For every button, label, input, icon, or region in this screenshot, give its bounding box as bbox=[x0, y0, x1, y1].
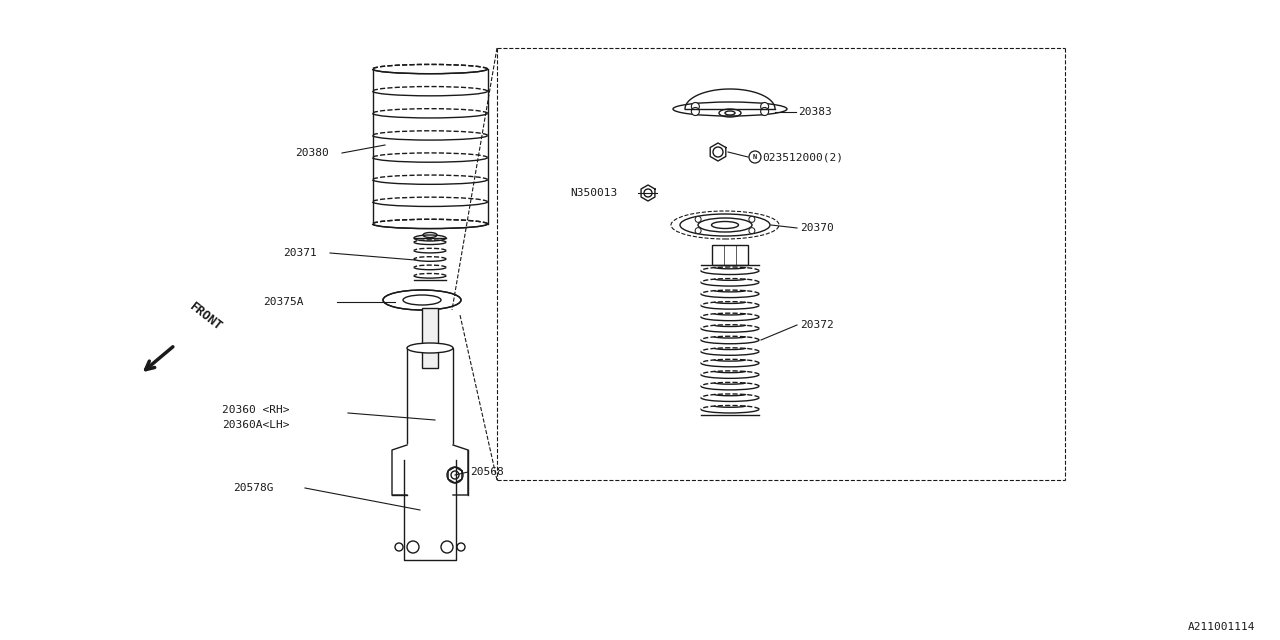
Text: 023512000(2): 023512000(2) bbox=[762, 152, 844, 162]
Text: 20371: 20371 bbox=[283, 248, 316, 258]
Ellipse shape bbox=[383, 290, 461, 310]
Text: FRONT: FRONT bbox=[187, 300, 224, 333]
Circle shape bbox=[749, 216, 755, 222]
Circle shape bbox=[691, 108, 699, 115]
Text: N: N bbox=[753, 154, 758, 160]
Bar bbox=[422, 348, 438, 368]
Text: 20375A: 20375A bbox=[262, 297, 303, 307]
Circle shape bbox=[695, 216, 701, 222]
Ellipse shape bbox=[407, 460, 453, 470]
Polygon shape bbox=[392, 445, 468, 495]
Text: 20568: 20568 bbox=[470, 467, 504, 477]
Ellipse shape bbox=[407, 343, 453, 353]
Ellipse shape bbox=[680, 214, 771, 236]
Text: N350013: N350013 bbox=[570, 188, 617, 198]
Text: 20372: 20372 bbox=[800, 320, 833, 330]
Text: 20360 <RH>: 20360 <RH> bbox=[221, 405, 289, 415]
Text: A211001114: A211001114 bbox=[1188, 622, 1254, 632]
Circle shape bbox=[760, 102, 769, 111]
Text: 20383: 20383 bbox=[797, 107, 832, 117]
Text: 20370: 20370 bbox=[800, 223, 833, 233]
Text: 20380: 20380 bbox=[294, 148, 329, 158]
Ellipse shape bbox=[403, 295, 442, 305]
Circle shape bbox=[695, 228, 701, 234]
Circle shape bbox=[691, 102, 699, 111]
Text: 20360A<LH>: 20360A<LH> bbox=[221, 420, 289, 430]
Bar bbox=[712, 245, 748, 265]
Circle shape bbox=[749, 228, 755, 234]
Bar bbox=[422, 308, 438, 395]
Ellipse shape bbox=[673, 102, 787, 116]
Circle shape bbox=[760, 108, 769, 115]
Text: 20578G: 20578G bbox=[233, 483, 274, 493]
Bar bbox=[407, 348, 453, 465]
